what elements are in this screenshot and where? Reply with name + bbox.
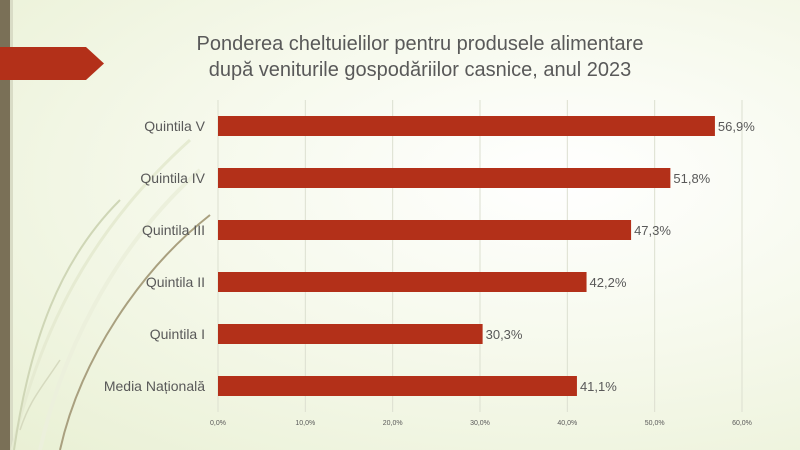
- x-tick-label: 30,0%: [470, 420, 490, 427]
- bar: [218, 324, 483, 344]
- left-decorative-band: [0, 0, 10, 450]
- bar-value-label: 41,1%: [580, 379, 617, 394]
- x-tick-label: 60,0%: [732, 420, 752, 427]
- bar: [218, 168, 671, 188]
- category-label: Quintila V: [144, 118, 205, 134]
- x-tick-label: 0,0%: [210, 420, 226, 427]
- chart-title: Ponderea cheltuielilor pentru produsele …: [100, 31, 740, 83]
- bar-value-label: 42,2%: [590, 275, 627, 290]
- x-tick-label: 10,0%: [295, 420, 315, 427]
- bar-value-label: 47,3%: [634, 223, 671, 238]
- category-label: Quintila II: [146, 274, 205, 290]
- bar: [218, 116, 715, 136]
- bar: [218, 220, 632, 240]
- bar: [218, 272, 587, 292]
- chart-title-line-2: după veniturile gospodăriilor casnice, a…: [208, 59, 632, 81]
- x-tick-label: 40,0%: [557, 420, 577, 427]
- x-tick-label: 50,0%: [645, 420, 665, 427]
- x-tick-label: 20,0%: [383, 420, 403, 427]
- bar-value-label: 56,9%: [718, 119, 755, 134]
- category-label: Quintila III: [142, 222, 205, 238]
- accent-arrow-tab: [0, 47, 104, 80]
- left-decorative-stripe: [10, 0, 13, 450]
- category-label: Quintila IV: [140, 170, 205, 186]
- chart-title-line-1: Ponderea cheltuielilor pentru produsele …: [196, 33, 644, 55]
- bar-value-label: 51,8%: [673, 171, 710, 186]
- bar-value-label: 30,3%: [486, 327, 523, 342]
- category-label: Quintila I: [150, 326, 205, 342]
- category-label: Media Națională: [104, 378, 205, 394]
- bar: [218, 376, 577, 396]
